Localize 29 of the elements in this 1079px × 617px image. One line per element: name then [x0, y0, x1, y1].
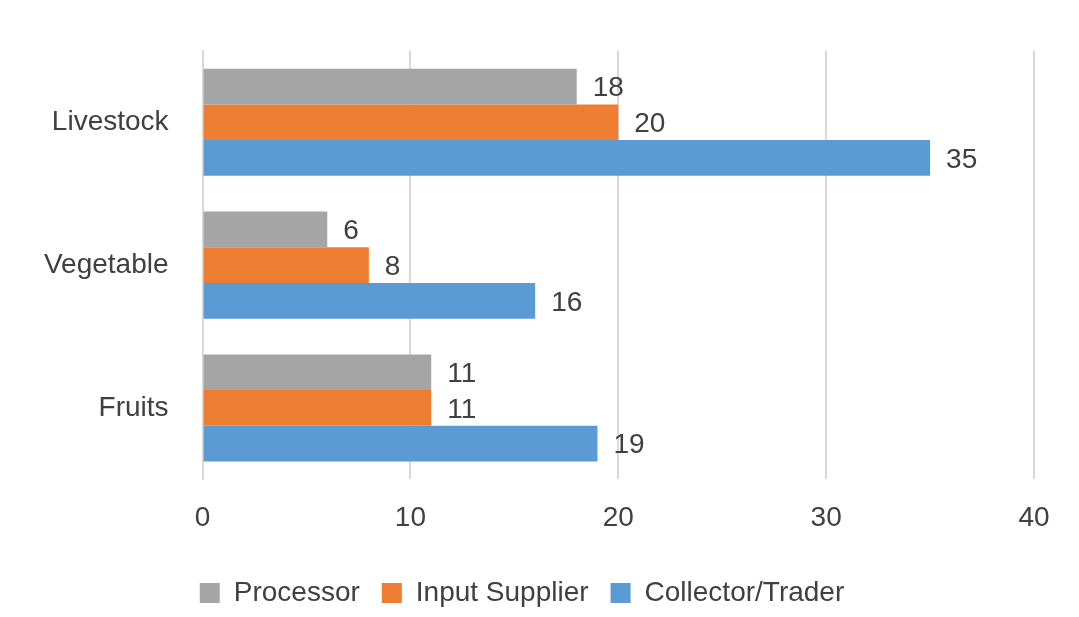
data-label: 19 [613, 428, 645, 460]
bar [203, 104, 619, 141]
bar [203, 247, 369, 283]
data-label: 20 [634, 106, 666, 138]
bar [203, 425, 598, 462]
legend-label: Input Supplier [415, 575, 589, 607]
data-label: 18 [592, 71, 624, 103]
data-label: 11 [447, 356, 477, 388]
bar [203, 354, 432, 391]
legend-label: Collector/Trader [644, 575, 845, 607]
bar [203, 282, 536, 319]
data-label: 6 [343, 214, 359, 246]
bar [203, 140, 931, 176]
x-tick-label: 30 [810, 500, 842, 532]
data-label: 35 [946, 142, 978, 174]
y-tick-label: Vegetable [43, 247, 169, 279]
data-label: 8 [384, 249, 401, 281]
x-tick-label: 0 [194, 500, 211, 532]
data-label: 16 [551, 285, 583, 317]
x-tick-label: 10 [394, 500, 426, 532]
bar [203, 390, 432, 426]
x-tick-label: 20 [602, 500, 634, 532]
data-label: 11 [447, 392, 477, 424]
legend-label: Processor [233, 575, 360, 607]
y-tick-label: Livestock [51, 104, 170, 136]
x-tick-label: 40 [1018, 500, 1050, 532]
y-tick-label: Fruits [98, 390, 169, 422]
bar [203, 68, 577, 105]
bar [203, 211, 328, 248]
